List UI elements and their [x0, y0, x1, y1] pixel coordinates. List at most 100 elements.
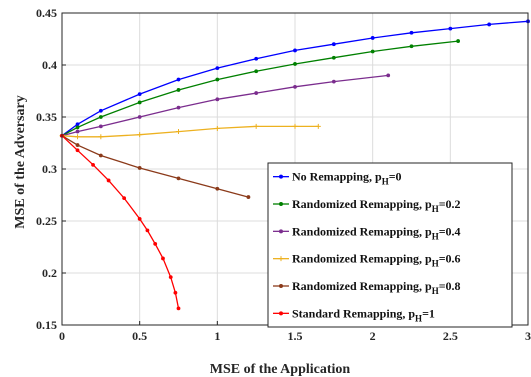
y-tick-label: 0.4 — [42, 58, 57, 72]
series-line — [61, 20, 529, 137]
data-point — [293, 48, 297, 53]
data-point — [315, 123, 321, 129]
legend-label-suffix: =0.2 — [439, 197, 461, 211]
legend-item-2: Randomized Remapping, pH=0.2 — [273, 197, 461, 214]
legend-label-main: Randomized Remapping, p — [292, 279, 432, 293]
data-point — [409, 44, 414, 49]
ticks: 0 0.5 1 1.5 2 2.5 3 0.15 0.2 0.25 0.3 0.35 0.4 0.45 — [36, 6, 531, 343]
y-tick-label: 0.45 — [36, 6, 57, 20]
data-point — [75, 129, 80, 134]
legend-label-subscript: H — [382, 177, 389, 187]
data-point — [137, 217, 142, 221]
legend-label: No Remapping, pH=0 — [292, 170, 402, 187]
legend-label-subscript: H — [432, 259, 439, 269]
series-1 — [60, 19, 530, 138]
series-line — [61, 135, 180, 309]
y-tick-label: 0.2 — [42, 266, 57, 280]
x-tick-label: 3 — [525, 329, 531, 343]
data-point — [91, 162, 95, 167]
data-point — [331, 42, 336, 47]
x-tick-label: 1 — [214, 329, 220, 343]
data-point — [137, 92, 142, 97]
data-point — [254, 69, 259, 74]
data-point — [176, 88, 181, 92]
legend-label-suffix: =0 — [389, 170, 402, 184]
data-point — [75, 125, 80, 130]
legend-label-subscript: H — [432, 231, 439, 241]
legend-label-suffix: =0.8 — [439, 279, 461, 293]
data-point — [254, 56, 259, 61]
legend-label-main: Randomized Remapping, p — [292, 252, 432, 266]
x-tick-label: 0 — [59, 329, 65, 343]
legend-item-1: No Remapping, pH=0 — [273, 170, 402, 187]
data-point — [98, 115, 103, 119]
data-point — [215, 186, 220, 191]
legend-label-main: No Remapping, p — [292, 170, 382, 184]
data-point — [137, 132, 143, 138]
series-line — [61, 135, 249, 198]
legend-label-subscript: H — [432, 204, 439, 214]
legend-label: Randomized Remapping, pH=0.4 — [292, 224, 461, 241]
data-point — [214, 125, 220, 131]
data-point — [161, 256, 165, 261]
data-point — [122, 196, 127, 201]
data-point — [137, 100, 142, 105]
series-line — [61, 74, 389, 137]
y-tick-label: 0.3 — [42, 162, 57, 176]
data-point — [75, 134, 81, 140]
data-point — [176, 105, 181, 110]
data-point — [254, 91, 259, 95]
legend-label-main: Randomized Remapping, p — [292, 224, 432, 238]
legend-label: Standard Remapping, pH=1 — [292, 306, 435, 323]
data-point — [253, 123, 259, 129]
data-point — [331, 79, 336, 84]
data-point — [168, 275, 173, 280]
data-point — [98, 108, 103, 113]
data-point — [293, 62, 297, 66]
data-point — [293, 84, 297, 89]
y-tick-label: 0.25 — [36, 214, 57, 228]
legend-label-suffix: =1 — [422, 306, 435, 320]
data-point — [215, 77, 220, 82]
legend-label: Randomized Remapping, pH=0.6 — [292, 252, 461, 269]
x-tick-label: 0.5 — [132, 329, 147, 343]
x-tick-label: 2 — [370, 329, 376, 343]
data-point — [292, 123, 298, 129]
data-point — [176, 77, 181, 82]
data-point — [448, 26, 453, 31]
series-line — [61, 40, 459, 137]
legend-label: Randomized Remapping, pH=0.2 — [292, 197, 461, 214]
legend-label-main: Standard Remapping, p — [292, 306, 415, 320]
series-4 — [59, 123, 321, 140]
x-tick-label: 2.5 — [443, 329, 458, 343]
legend-label-subscript: H — [432, 286, 439, 296]
data-point — [487, 22, 492, 27]
legend-item-5: Randomized Remapping, pH=0.8 — [273, 279, 461, 296]
data-point — [176, 129, 181, 135]
legend-swatch-marker — [278, 256, 284, 262]
data-point — [456, 39, 460, 43]
legend-label: Randomized Remapping, pH=0.8 — [292, 279, 461, 296]
data-point — [176, 306, 181, 311]
series-6 — [60, 133, 181, 311]
data-point — [106, 178, 111, 183]
legend-label-suffix: =0.4 — [439, 224, 461, 238]
y-tick-label: 0.35 — [36, 110, 57, 124]
data-point — [173, 290, 178, 295]
legend-swatch-marker — [279, 229, 283, 234]
series-2 — [60, 39, 460, 138]
legend-item-3: Randomized Remapping, pH=0.4 — [273, 224, 461, 241]
data-point — [370, 49, 375, 54]
legend-box — [267, 162, 513, 328]
y-tick-label: 0.15 — [36, 318, 57, 332]
legend-swatch-marker — [279, 202, 283, 206]
legend-label-subscript: H — [415, 313, 422, 323]
data-point — [98, 153, 103, 158]
data-point — [386, 73, 391, 78]
data-point — [153, 241, 158, 246]
data-point — [75, 143, 80, 147]
data-point — [331, 55, 336, 60]
data-point — [370, 36, 375, 40]
